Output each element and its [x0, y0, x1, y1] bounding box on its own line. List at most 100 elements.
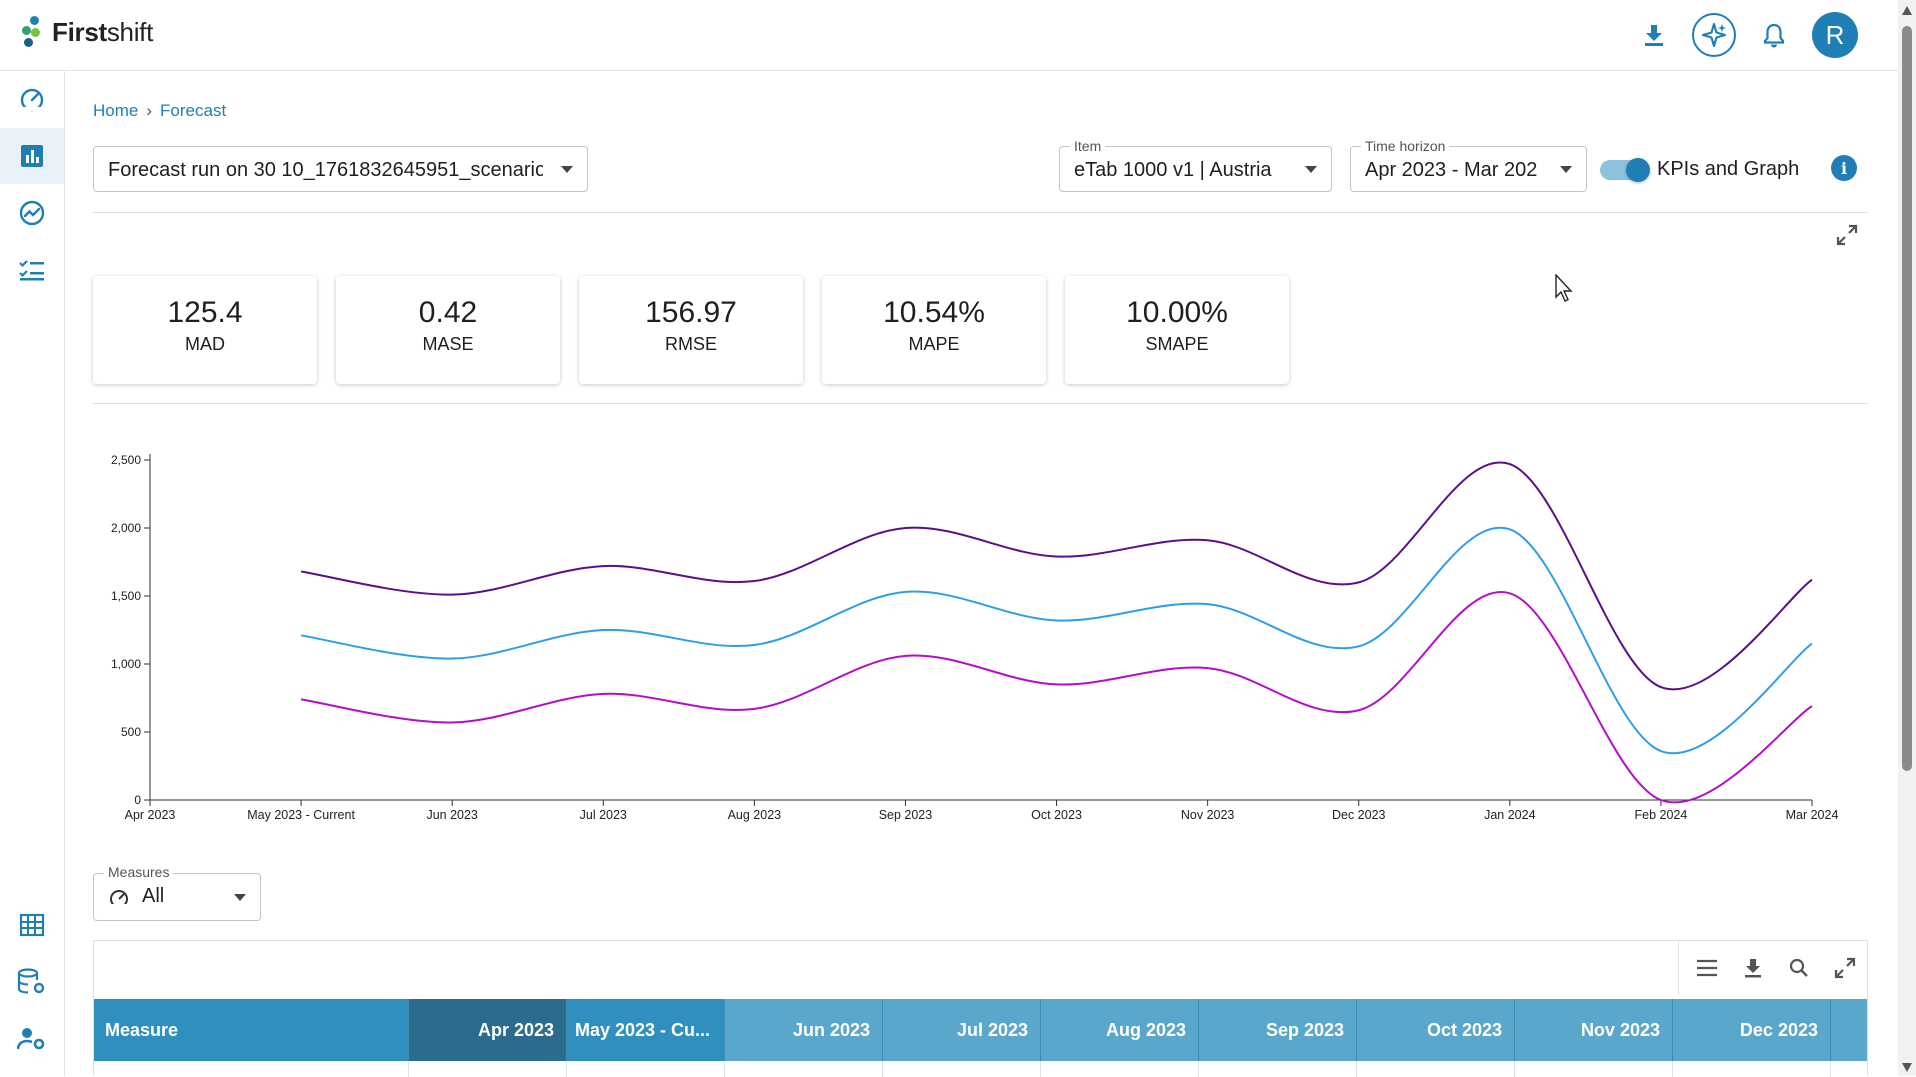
- search-icon[interactable]: [1781, 950, 1817, 986]
- breadcrumb: Home › Forecast: [93, 101, 226, 121]
- expand-icon[interactable]: [1834, 222, 1860, 248]
- kpi-label: RMSE: [664, 334, 717, 354]
- x-tick-label: May 2023 - Current: [247, 808, 355, 822]
- y-tick-label: 0: [134, 793, 141, 807]
- logo-mark-icon: [22, 14, 48, 50]
- time-horizon-select[interactable]: Time horizon Apr 2023 - Mar 202: [1350, 138, 1587, 192]
- ai-assistant-button[interactable]: [1692, 13, 1736, 57]
- y-tick-label: 2,000: [111, 521, 141, 535]
- column-header-oct-2023[interactable]: Oct 2023: [1357, 999, 1515, 1061]
- kpi-card-rmse: 156.97 RMSE: [579, 276, 803, 384]
- nav-tasks[interactable]: [0, 242, 64, 298]
- kpi-label: SMAPE: [1145, 334, 1209, 354]
- item-value: eTab 1000 v1 | Austria: [1074, 159, 1272, 181]
- divider: [93, 212, 1868, 213]
- kpi-label: MAD: [185, 334, 225, 354]
- column-header-dec-2023[interactable]: Dec 2023: [1673, 999, 1831, 1061]
- chevron-down-icon: [234, 894, 246, 901]
- kpis-graph-label: KPIs and Graph: [1657, 158, 1800, 180]
- expand-icon[interactable]: [1827, 950, 1863, 986]
- series-line-3: [300, 591, 1813, 804]
- download-icon[interactable]: [1735, 950, 1771, 986]
- measures-label: Measures: [104, 864, 174, 880]
- y-tick-label: 1,000: [111, 657, 141, 671]
- series-line-1: [300, 461, 1813, 691]
- time-horizon-value: Apr 2023 - Mar 202: [1365, 159, 1538, 181]
- brand-name: Firstshift: [52, 16, 154, 47]
- x-tick-label: Aug 2023: [728, 808, 782, 822]
- nav-user-settings[interactable]: [0, 1011, 64, 1067]
- kpi-value: 156.97: [645, 296, 737, 329]
- x-tick-label: Nov 2023: [1181, 808, 1235, 822]
- gauge-icon: [20, 88, 44, 112]
- nav-analytics[interactable]: [0, 185, 64, 241]
- column-header-may-2023[interactable]: May 2023 - Cu...: [567, 999, 725, 1061]
- divider: [93, 403, 1868, 404]
- column-header-apr-2023[interactable]: Apr 2023: [409, 999, 567, 1061]
- scroll-up-icon[interactable]: [1902, 6, 1912, 15]
- column-header-aug-2023[interactable]: Aug 2023: [1041, 999, 1199, 1061]
- kpi-card-smape: 10.00% SMAPE: [1065, 276, 1289, 384]
- x-tick-label: Apr 2023: [125, 808, 176, 822]
- column-header-nov-2023[interactable]: Nov 2023: [1515, 999, 1673, 1061]
- forecast-run-select[interactable]: Forecast run on 30 10_1761832645951_scen…: [93, 146, 588, 192]
- kpi-card-mape: 10.54% MAPE: [822, 276, 1046, 384]
- scroll-thumb[interactable]: [1902, 26, 1912, 771]
- menu-icon[interactable]: [1689, 950, 1725, 986]
- table-header: Measure Apr 2023 May 2023 - Cu... Jun 20…: [94, 999, 1867, 1061]
- nav-data-table[interactable]: [0, 897, 64, 953]
- kpis-graph-toggle[interactable]: [1600, 158, 1650, 182]
- nav-dashboard[interactable]: [0, 71, 64, 127]
- nav-forecast[interactable]: [0, 128, 64, 184]
- y-tick-label: 1,500: [111, 589, 141, 603]
- forecast-table: Measure Apr 2023 May 2023 - Cu... Jun 20…: [93, 940, 1868, 1077]
- measures-select[interactable]: Measures All: [93, 864, 261, 921]
- forecast-line-chart: 0 500 1,000 1,500 2,000 2,500 Apr 2023 May 2023…: [111, 453, 1839, 822]
- y-tick-label: 500: [121, 725, 141, 739]
- table-row: [94, 1061, 1867, 1077]
- kpi-label: MAPE: [908, 334, 960, 354]
- breadcrumb-separator: ›: [146, 101, 153, 120]
- chevron-down-icon: [1560, 166, 1572, 173]
- vertical-scrollbar[interactable]: [1898, 0, 1916, 1076]
- kpi-value: 10.00%: [1126, 296, 1228, 329]
- checklist-icon: [19, 260, 44, 281]
- chevron-down-icon: [1305, 166, 1317, 173]
- x-tick-label: Jul 2023: [580, 808, 627, 822]
- breadcrumb-home[interactable]: Home: [93, 101, 139, 120]
- column-header-measure[interactable]: Measure: [94, 999, 409, 1061]
- column-header-sep-2023[interactable]: Sep 2023: [1199, 999, 1357, 1061]
- x-tick-label: Sep 2023: [879, 808, 933, 822]
- kpi-label: MASE: [422, 334, 474, 354]
- x-tick-label: Jan 2024: [1484, 808, 1535, 822]
- y-tick-label: 2,500: [111, 453, 141, 467]
- bell-icon[interactable]: [1756, 17, 1792, 53]
- column-header-jun-2023[interactable]: Jun 2023: [725, 999, 883, 1061]
- nav-data-settings[interactable]: [0, 954, 64, 1010]
- column-header-jul-2023[interactable]: Jul 2023: [883, 999, 1041, 1061]
- kpi-card-mad: 125.4 MAD: [93, 276, 317, 384]
- scroll-down-icon[interactable]: [1902, 1063, 1912, 1072]
- firstshift-logo[interactable]: Firstshift: [22, 14, 153, 50]
- top-bar: Firstshift R: [0, 0, 1898, 71]
- info-icon[interactable]: i: [1831, 155, 1857, 181]
- sparkle-icon: [1701, 22, 1727, 48]
- table-grid-icon: [19, 913, 45, 937]
- x-tick-label: Jun 2023: [426, 808, 477, 822]
- bar-chart-icon: [21, 145, 43, 167]
- breadcrumb-current[interactable]: Forecast: [160, 101, 227, 120]
- user-avatar[interactable]: R: [1812, 12, 1858, 58]
- item-label: Item: [1070, 138, 1106, 154]
- kpi-value: 0.42: [418, 296, 478, 329]
- item-select[interactable]: Item eTab 1000 v1 | Austria: [1059, 138, 1332, 192]
- kpi-value: 10.54%: [883, 296, 985, 329]
- time-horizon-label: Time horizon: [1361, 138, 1450, 154]
- kpi-value: 125.4: [167, 296, 243, 329]
- toggle-knob: [1626, 158, 1650, 182]
- forecast-run-value: Forecast run on 30 10_1761832645951_scen…: [108, 159, 543, 181]
- x-tick-label: Dec 2023: [1332, 808, 1386, 822]
- x-tick-label: Mar 2024: [1786, 808, 1839, 822]
- gauge-icon: [108, 888, 130, 913]
- measures-value: All: [142, 885, 165, 907]
- download-icon[interactable]: [1636, 17, 1672, 53]
